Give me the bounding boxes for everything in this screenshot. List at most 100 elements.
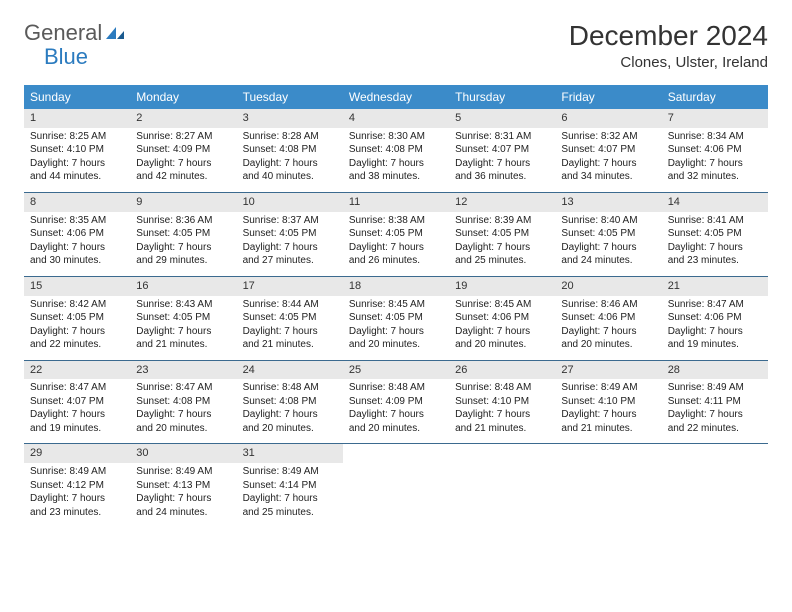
- calendar-cell: 31 Sunrise: 8:49 AMSunset: 4:14 PMDayligh…: [237, 444, 343, 527]
- info-line: Sunrise: 8:37 AM: [243, 214, 337, 228]
- info-line: Sunrise: 8:47 AM: [668, 298, 762, 312]
- day-info: Sunrise: 8:25 AMSunset: 4:10 PMDaylight:…: [30, 130, 124, 184]
- day-number: 11: [343, 193, 449, 212]
- month-title: December 2024: [569, 20, 768, 52]
- info-line: and 24 minutes.: [136, 506, 230, 520]
- info-line: Sunrise: 8:43 AM: [136, 298, 230, 312]
- day-number: 24: [237, 361, 343, 380]
- info-line: Daylight: 7 hours: [668, 157, 762, 171]
- info-line: and 20 minutes.: [349, 422, 443, 436]
- location: Clones, Ulster, Ireland: [569, 54, 768, 71]
- info-line: and 44 minutes.: [30, 170, 124, 184]
- day-number: 5: [449, 109, 555, 128]
- day-info: Sunrise: 8:49 AMSunset: 4:14 PMDaylight:…: [243, 465, 337, 519]
- info-line: Daylight: 7 hours: [30, 241, 124, 255]
- info-line: Daylight: 7 hours: [561, 408, 655, 422]
- info-line: Sunrise: 8:45 AM: [455, 298, 549, 312]
- info-line: Sunrise: 8:47 AM: [30, 381, 124, 395]
- info-line: Sunrise: 8:39 AM: [455, 214, 549, 228]
- day-number: 1: [24, 109, 130, 128]
- info-line: Daylight: 7 hours: [30, 325, 124, 339]
- info-line: Daylight: 7 hours: [136, 408, 230, 422]
- day-number: 30: [130, 444, 236, 463]
- info-line: Sunset: 4:07 PM: [30, 395, 124, 409]
- info-line: Sunrise: 8:49 AM: [561, 381, 655, 395]
- logo: General: [24, 20, 128, 46]
- info-line: Sunset: 4:05 PM: [136, 227, 230, 241]
- calendar-cell: 18Sunrise: 8:45 AMSunset: 4:05 PMDayligh…: [343, 276, 449, 360]
- info-line: and 20 minutes.: [136, 422, 230, 436]
- calendar-head: SundayMondayTuesdayWednesdayThursdayFrid…: [24, 85, 768, 109]
- calendar-cell: 5Sunrise: 8:31 AMSunset: 4:07 PMDaylight…: [449, 109, 555, 192]
- info-line: Sunset: 4:06 PM: [30, 227, 124, 241]
- info-line: Sunrise: 8:38 AM: [349, 214, 443, 228]
- calendar-cell: 13Sunrise: 8:40 AMSunset: 4:05 PMDayligh…: [555, 192, 661, 276]
- calendar-cell: 11 Sunrise: 8:38 AMSunset: 4:05 PMDayligh…: [343, 192, 449, 276]
- calendar-cell: 10Sunrise: 8:37 AMSunset: 4:05 PMDayligh…: [237, 192, 343, 276]
- day-info: Sunrise: 8:48 AMSunset: 4:10 PMDaylight:…: [455, 381, 549, 435]
- info-line: and 21 minutes.: [561, 422, 655, 436]
- day-number: 21: [662, 277, 768, 296]
- day-number: 12: [449, 193, 555, 212]
- calendar-row: 29Sunrise: 8:49 AMSunset: 4:12 PMDayligh…: [24, 444, 768, 527]
- info-line: Sunrise: 8:49 AM: [668, 381, 762, 395]
- day-number: 18: [343, 277, 449, 296]
- info-line: Sunrise: 8:32 AM: [561, 130, 655, 144]
- day-number: 31: [237, 444, 343, 463]
- day-info: Sunrise: 8:45 AMSunset: 4:06 PMDaylight:…: [455, 298, 549, 352]
- calendar-row: 22Sunrise: 8:47 AMSunset: 4:07 PMDayligh…: [24, 360, 768, 444]
- info-line: Daylight: 7 hours: [136, 157, 230, 171]
- day-info: Sunrise: 8:47 AMSunset: 4:07 PMDaylight:…: [30, 381, 124, 435]
- info-line: Sunset: 4:09 PM: [349, 395, 443, 409]
- info-line: Sunrise: 8:35 AM: [30, 214, 124, 228]
- info-line: Daylight: 7 hours: [136, 492, 230, 506]
- calendar-cell: 9Sunrise: 8:36 AMSunset: 4:05 PMDaylight…: [130, 192, 236, 276]
- info-line: Sunrise: 8:27 AM: [136, 130, 230, 144]
- info-line: Sunset: 4:10 PM: [561, 395, 655, 409]
- info-line: Sunset: 4:06 PM: [668, 143, 762, 157]
- info-line: and 23 minutes.: [30, 506, 124, 520]
- day-header: Saturday: [662, 85, 768, 109]
- day-info: Sunrise: 8:48 AMSunset: 4:09 PMDaylight:…: [349, 381, 443, 435]
- info-line: and 22 minutes.: [30, 338, 124, 352]
- day-number: 19: [449, 277, 555, 296]
- info-line: Sunrise: 8:48 AM: [349, 381, 443, 395]
- info-line: Sunset: 4:10 PM: [30, 143, 124, 157]
- calendar-table: SundayMondayTuesdayWednesdayThursdayFrid…: [24, 85, 768, 527]
- info-line: Sunset: 4:09 PM: [136, 143, 230, 157]
- day-header: Monday: [130, 85, 236, 109]
- calendar-row: 8Sunrise: 8:35 AMSunset: 4:06 PMDaylight…: [24, 192, 768, 276]
- info-line: Sunset: 4:05 PM: [668, 227, 762, 241]
- info-line: Sunset: 4:05 PM: [455, 227, 549, 241]
- header: General December 2024 Clones, Ulster, Ir…: [24, 20, 768, 71]
- day-info: Sunrise: 8:32 AMSunset: 4:07 PMDaylight:…: [561, 130, 655, 184]
- calendar-cell: 17Sunrise: 8:44 AMSunset: 4:05 PMDayligh…: [237, 276, 343, 360]
- day-header: Wednesday: [343, 85, 449, 109]
- info-line: Daylight: 7 hours: [349, 325, 443, 339]
- info-line: and 19 minutes.: [30, 422, 124, 436]
- day-info: Sunrise: 8:38 AMSunset: 4:05 PMDaylight:…: [349, 214, 443, 268]
- day-info: Sunrise: 8:49 AMSunset: 4:13 PMDaylight:…: [136, 465, 230, 519]
- info-line: and 42 minutes.: [136, 170, 230, 184]
- info-line: Daylight: 7 hours: [561, 157, 655, 171]
- day-info: Sunrise: 8:36 AMSunset: 4:05 PMDaylight:…: [136, 214, 230, 268]
- calendar-cell: 16Sunrise: 8:43 AMSunset: 4:05 PMDayligh…: [130, 276, 236, 360]
- info-line: Sunset: 4:08 PM: [243, 395, 337, 409]
- day-number: 14: [662, 193, 768, 212]
- info-line: Daylight: 7 hours: [243, 325, 337, 339]
- info-line: and 26 minutes.: [349, 254, 443, 268]
- info-line: Sunset: 4:05 PM: [349, 227, 443, 241]
- calendar-cell: x: [555, 444, 661, 527]
- info-line: and 24 minutes.: [561, 254, 655, 268]
- day-number: 13: [555, 193, 661, 212]
- info-line: Sunset: 4:14 PM: [243, 479, 337, 493]
- day-number: 16: [130, 277, 236, 296]
- info-line: Sunrise: 8:49 AM: [243, 465, 337, 479]
- day-number: 15: [24, 277, 130, 296]
- info-line: Sunset: 4:12 PM: [30, 479, 124, 493]
- info-line: Daylight: 7 hours: [668, 241, 762, 255]
- info-line: Daylight: 7 hours: [30, 408, 124, 422]
- day-number: 2: [130, 109, 236, 128]
- info-line: and 21 minutes.: [136, 338, 230, 352]
- calendar-body: 1 Sunrise: 8:25 AMSunset: 4:10 PMDaylight…: [24, 109, 768, 527]
